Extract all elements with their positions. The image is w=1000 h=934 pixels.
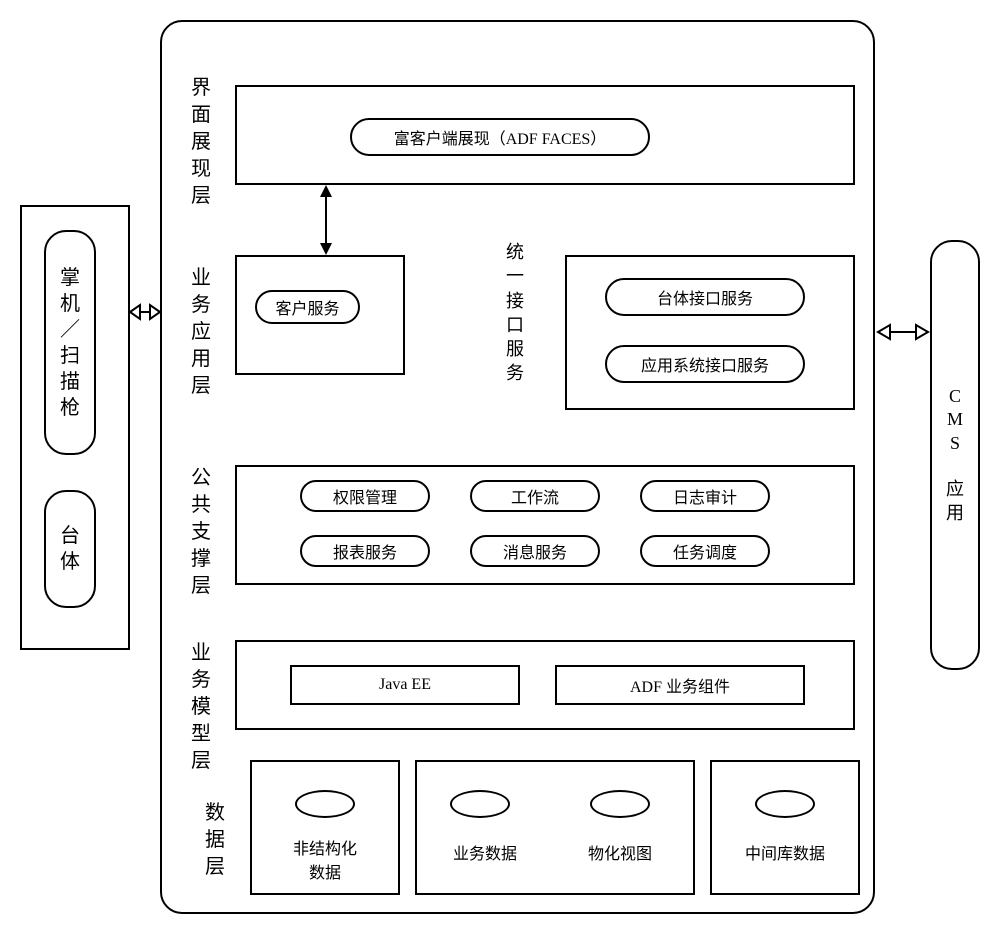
customer-service-pill: 客户服务 [255,290,360,324]
label-model: 业务模型层 [186,640,216,775]
audit-pill: 日志审计 [640,480,770,512]
arrow-bidir-vertical-icon [316,185,336,255]
arrow-bidir-icon [878,320,928,344]
report-pill: 报表服务 [300,535,430,567]
javaee-box: Java EE [290,665,520,705]
ellipse-icon [590,790,650,818]
label-support: 公共支撑层 [186,465,216,600]
mat-view-label: 物化视图 [575,840,665,864]
adf-faces-pill: 富客户端展现（ADF FACES） [350,118,650,156]
diagram-canvas: 掌机／扫描枪 掌机／扫描枪 台体 台体 界面展现层 界面展现层 业务应用层 业务… [20,20,980,914]
msg-pill: 消息服务 [470,535,600,567]
uis-label: 统一接口服务 [500,240,530,386]
workflow-pill: 工作流 [470,480,600,512]
app-if-pill: 应用系统接口服务 [605,345,805,383]
perm-pill: 权限管理 [300,480,430,512]
label-presentation: 界面展现层 [186,75,216,210]
biz-data-label: 业务数据 [440,840,530,864]
ellipse-icon [450,790,510,818]
device-box: 掌机／扫描枪 [44,230,96,455]
terminal-box: 台体 [44,490,96,608]
arrow-bidir-icon [130,300,160,324]
ellipse-icon [295,790,355,818]
data-biz-box [415,760,695,895]
adf-biz-box: ADF 业务组件 [555,665,805,705]
label-data: 数据层 [200,800,230,881]
unstruct-label: 非结构化数据 [275,835,375,883]
terminal-if-pill: 台体接口服务 [605,278,805,316]
mid-db-label: 中间库数据 [735,840,835,864]
data-mid-box [710,760,860,895]
task-pill: 任务调度 [640,535,770,567]
cms-box: CMS 应用 [930,240,980,670]
ellipse-icon [755,790,815,818]
label-business: 业务应用层 [186,265,216,400]
